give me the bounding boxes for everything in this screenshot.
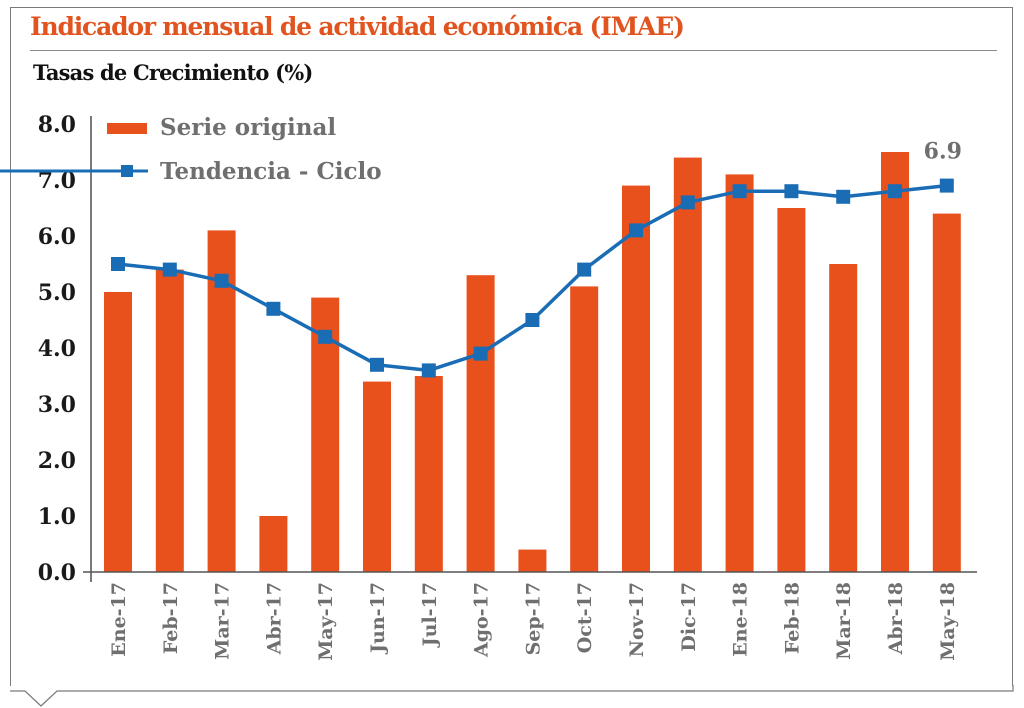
y-axis-ticks: 0.01.02.03.04.05.06.07.08.0 xyxy=(38,112,76,586)
frame-bottom-notch xyxy=(10,685,1014,707)
line-series xyxy=(111,178,954,378)
x-tick-label: Jul-17 xyxy=(419,582,441,648)
trend-marker-feb-18 xyxy=(784,184,799,199)
legend-label-line: Tendencia - Ciclo xyxy=(160,158,382,185)
x-tick-label: May-17 xyxy=(315,582,337,661)
bar-abr-17 xyxy=(259,516,288,572)
bar-mar-18 xyxy=(829,264,858,572)
x-tick-label: Abr-17 xyxy=(263,582,285,655)
x-tick-label: Feb-18 xyxy=(781,582,803,654)
trend-marker-nov-17 xyxy=(629,223,643,238)
x-tick-label: Dic-17 xyxy=(678,582,700,652)
x-tick-label: Jun-17 xyxy=(367,582,389,655)
bar-jun-17 xyxy=(363,381,391,572)
trend-marker-mar-18 xyxy=(836,189,851,204)
x-tick-label: Sep-17 xyxy=(522,582,544,655)
bar-ene-18 xyxy=(725,174,754,572)
trend-marker-may-17 xyxy=(318,329,333,344)
bar-oct-17 xyxy=(570,286,599,572)
trend-marker-abr-18 xyxy=(888,184,902,199)
x-tick-label: Ene-18 xyxy=(730,582,752,657)
y-tick-label: 0.0 xyxy=(38,560,76,586)
y-tick-label: 8.0 xyxy=(38,112,76,138)
y-tick-label: 5.0 xyxy=(38,280,76,306)
y-tick-label: 1.0 xyxy=(38,504,76,530)
legend-swatch-marker xyxy=(121,165,133,177)
trend-marker-may-18 xyxy=(939,178,954,193)
trend-marker-mar-17 xyxy=(214,273,229,288)
chart-title: Indicador mensual de actividad económica… xyxy=(30,12,685,41)
legend-label-bar: Serie original xyxy=(160,114,336,141)
bar-ago-17 xyxy=(466,275,495,572)
trend-marker-feb-17 xyxy=(162,262,177,277)
trend-marker-jun-17 xyxy=(370,357,384,372)
bar-series xyxy=(104,152,961,572)
bar-sep-17 xyxy=(518,549,547,572)
bar-jul-17 xyxy=(414,376,443,572)
bar-ene-17 xyxy=(104,292,132,572)
y-tick-label: 4.0 xyxy=(38,336,76,362)
y-tick-label: 3.0 xyxy=(38,392,76,418)
x-tick-label: Oct-17 xyxy=(574,582,596,653)
trend-marker-dic-17 xyxy=(680,195,695,210)
legend: Serie original Tendencia - Ciclo xyxy=(0,114,382,185)
bar-nov-17 xyxy=(622,185,650,572)
x-tick-label: Mar-17 xyxy=(212,582,234,660)
bar-feb-17 xyxy=(155,269,184,572)
axes xyxy=(83,116,977,582)
annotations: 6.9 xyxy=(924,139,962,165)
y-tick-label: 6.0 xyxy=(38,224,76,250)
x-tick-label: Abr-18 xyxy=(885,582,907,655)
trend-marker-abr-17 xyxy=(266,301,281,316)
trend-marker-ago-17 xyxy=(473,346,488,361)
x-tick-label: May-18 xyxy=(937,582,959,661)
bar-feb-18 xyxy=(777,208,806,572)
x-tick-label: Mar-18 xyxy=(833,582,855,660)
trend-line xyxy=(117,183,947,373)
title-divider xyxy=(30,50,997,51)
bar-dic-17 xyxy=(673,157,702,572)
legend-swatch-bar xyxy=(107,123,147,134)
x-tick-label: Feb-17 xyxy=(160,582,182,654)
chart-subtitle: Tasas de Crecimiento (%) xyxy=(33,60,313,85)
x-axis-ticks: Ene-17 Feb-17 Mar-17 Abr-17 May-17 Jun-17 Jul-… xyxy=(108,582,959,661)
trend-marker-jul-17 xyxy=(421,363,436,378)
x-tick-label: Ago-17 xyxy=(471,582,493,658)
trend-marker-sep-17 xyxy=(525,313,540,327)
x-tick-label: Ene-17 xyxy=(108,582,130,657)
trend-marker-ene-18 xyxy=(732,184,747,199)
x-tick-label: Nov-17 xyxy=(626,582,648,657)
data-label-annotation: 6.9 xyxy=(924,139,962,165)
bar-may-18 xyxy=(932,213,961,572)
bar-abr-18 xyxy=(881,152,909,572)
y-tick-label: 2.0 xyxy=(38,448,76,474)
chart-frame xyxy=(10,7,1013,686)
trend-marker-ene-17 xyxy=(111,257,125,271)
trend-marker-oct-17 xyxy=(577,262,592,277)
